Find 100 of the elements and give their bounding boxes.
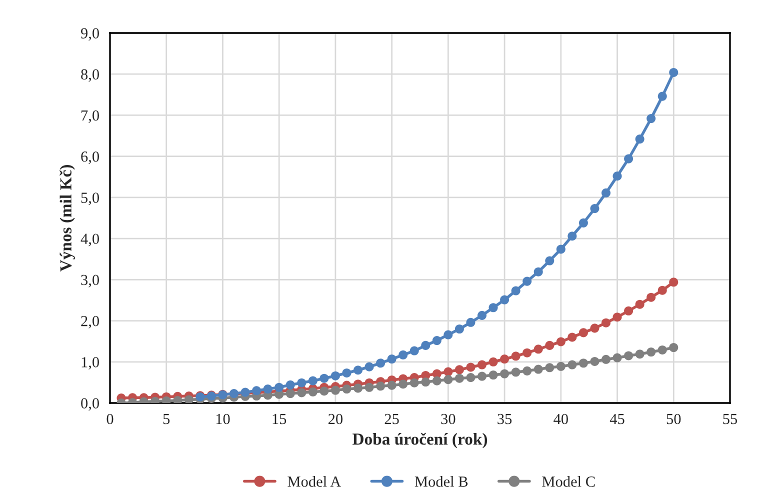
point xyxy=(488,370,498,380)
point xyxy=(635,300,644,309)
point xyxy=(568,232,577,241)
point xyxy=(646,114,656,124)
point xyxy=(612,353,622,362)
point xyxy=(432,376,442,386)
y-tick-label: 3,0 xyxy=(81,274,99,288)
x-axis-title: Doba úročení (rok) xyxy=(352,432,488,448)
point xyxy=(320,374,329,383)
x-tick-label: 5 xyxy=(163,414,170,424)
point xyxy=(330,371,340,380)
point xyxy=(421,378,430,387)
point xyxy=(646,292,656,302)
x-tick-label: 30 xyxy=(441,414,456,424)
point xyxy=(669,342,678,352)
point xyxy=(444,375,453,384)
point xyxy=(376,382,386,391)
point xyxy=(364,382,374,392)
point xyxy=(624,154,634,164)
point xyxy=(410,378,419,388)
point xyxy=(578,218,588,228)
x-tick-label: 25 xyxy=(384,414,399,424)
point xyxy=(308,387,318,396)
y-tick-label: 1,0 xyxy=(82,357,99,370)
point xyxy=(274,382,284,392)
legend-label: Model A xyxy=(288,476,341,487)
point xyxy=(669,68,678,77)
x-tick-label: 40 xyxy=(554,414,568,424)
point xyxy=(511,352,520,361)
x-tick-label: 0 xyxy=(106,414,114,424)
point xyxy=(534,344,543,354)
point xyxy=(488,303,498,312)
point xyxy=(466,372,476,382)
y-tick-label: 9,0 xyxy=(80,28,99,41)
x-tick-label: 45 xyxy=(610,414,624,424)
point xyxy=(522,366,532,376)
point xyxy=(658,345,667,354)
y-tick-label: 8,0 xyxy=(81,69,99,82)
point xyxy=(432,336,442,346)
point xyxy=(398,350,408,360)
y-tick-label: 4,0 xyxy=(80,234,99,246)
point xyxy=(556,244,566,254)
point xyxy=(578,328,588,338)
point xyxy=(410,346,419,356)
point xyxy=(601,188,611,198)
point xyxy=(568,332,577,342)
point xyxy=(444,330,453,340)
point xyxy=(669,278,678,287)
point xyxy=(568,360,577,370)
point xyxy=(342,368,352,378)
point xyxy=(624,306,634,316)
x-tick-label: 15 xyxy=(272,414,286,424)
legend-label: Model C xyxy=(542,476,595,487)
x-tick-label: 10 xyxy=(216,414,230,424)
x-tick-label: 50 xyxy=(666,414,681,424)
point xyxy=(286,380,295,390)
x-tick-label: 35 xyxy=(498,414,512,424)
point xyxy=(184,395,194,403)
point xyxy=(353,366,363,375)
x-tick-label: 55 xyxy=(723,414,738,424)
point xyxy=(545,256,554,266)
point xyxy=(578,358,588,368)
point xyxy=(376,358,386,368)
point xyxy=(590,324,600,333)
point xyxy=(330,386,340,395)
point xyxy=(522,276,532,286)
y-tick-label: 0,0 xyxy=(81,398,99,411)
point xyxy=(454,374,464,383)
y-tick-label: 6,0 xyxy=(81,151,99,164)
y-tick-label: 7,0 xyxy=(81,110,99,123)
point xyxy=(534,364,543,374)
point xyxy=(612,172,622,181)
point xyxy=(534,267,543,276)
point xyxy=(601,354,611,364)
point xyxy=(612,312,622,322)
point xyxy=(364,362,374,372)
point xyxy=(556,362,566,371)
point xyxy=(556,337,566,346)
point xyxy=(320,386,329,396)
point xyxy=(263,384,272,394)
point xyxy=(297,388,306,398)
point xyxy=(286,389,295,398)
y-tick-label: 2,0 xyxy=(81,316,99,328)
point xyxy=(421,340,430,350)
point xyxy=(466,318,476,327)
point xyxy=(511,368,520,377)
point xyxy=(488,357,498,366)
point xyxy=(511,286,520,296)
legend-label: Model B xyxy=(414,476,468,487)
point xyxy=(398,380,408,389)
y-axis-title: Výnos (mil Kč) xyxy=(60,165,75,272)
point xyxy=(500,295,510,304)
point xyxy=(658,286,667,295)
point xyxy=(477,310,487,320)
point xyxy=(500,354,510,364)
point xyxy=(624,351,634,360)
point xyxy=(635,134,644,144)
point xyxy=(454,324,464,334)
point xyxy=(477,360,487,370)
point xyxy=(308,376,318,386)
